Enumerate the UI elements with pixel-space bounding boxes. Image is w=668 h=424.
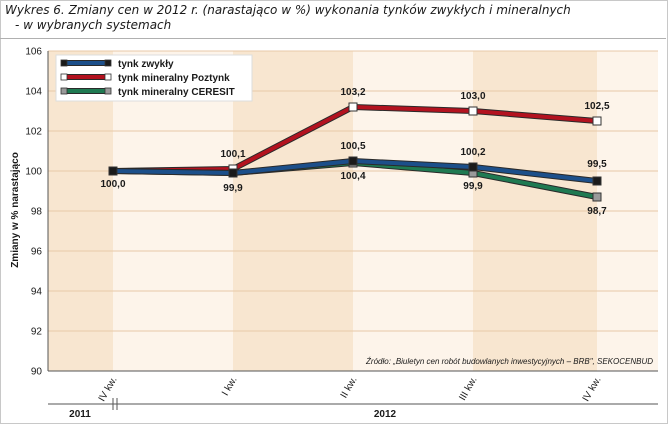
- data-labels: 100,0 100,1 99,9 103,2 100,5 100,4 103,0 100,2 9…: [100, 87, 609, 217]
- data-point: [592, 116, 602, 126]
- legend-marker: [104, 59, 112, 67]
- legend-marker: [60, 59, 68, 67]
- data-point: [592, 192, 602, 202]
- data-label: 102,5: [584, 101, 609, 112]
- chart-title-line-1: Wykres 6. Zmiany cen w 2012 r. (narastaj…: [5, 3, 571, 17]
- data-point: [348, 156, 358, 166]
- legend-label: tynk mineralny Poztynk: [118, 73, 230, 84]
- year-axis: 2011 2012: [48, 398, 658, 420]
- data-point: [592, 176, 602, 186]
- x-tick-label: I kw.: [220, 375, 240, 398]
- y-tick-label: 94: [31, 287, 43, 298]
- x-tick-label: II kw.: [339, 375, 360, 400]
- x-tick-label: IV kw.: [581, 375, 604, 404]
- x-tick-label: III kw.: [457, 375, 479, 403]
- year-label: 2012: [374, 409, 397, 420]
- axes: [47, 51, 658, 372]
- legend-marker: [60, 87, 68, 95]
- y-tick-label: 98: [31, 207, 43, 218]
- y-tick-label: 104: [25, 87, 42, 98]
- legend-label: tynk zwykły: [118, 59, 174, 70]
- x-axis-ticks: IV kw. I kw. II kw. III kw. IV kw.: [97, 375, 604, 404]
- data-point: [228, 168, 238, 178]
- x-tick-label: IV kw.: [97, 375, 120, 404]
- source-note: Źródło: „Biuletyn cen robót budowlanych …: [365, 357, 653, 366]
- y-axis-label: Zmiany w % narastająco: [10, 152, 21, 268]
- legend: tynk zwykły tynk mineralny Poztynk tynk mi…: [55, 54, 253, 102]
- y-tick-label: 90: [31, 367, 43, 378]
- legend-marker: [104, 73, 112, 81]
- data-point: [348, 102, 358, 112]
- data-point: [468, 106, 478, 116]
- data-label: 99,5: [587, 159, 607, 170]
- data-label: 100,2: [460, 147, 485, 158]
- series-lines: [108, 102, 602, 202]
- data-label: 99,9: [223, 183, 243, 194]
- data-label: 98,7: [587, 206, 607, 217]
- data-label: 100,5: [340, 141, 365, 152]
- chart-title-line-2: - w wybranych systemach: [15, 18, 172, 32]
- data-point: [108, 166, 118, 176]
- y-tick-label: 102: [25, 127, 42, 138]
- data-label: 99,9: [463, 181, 483, 192]
- data-point: [468, 162, 478, 172]
- data-label: 100,1: [220, 149, 245, 160]
- chart-title: Wykres 6. Zmiany cen w 2012 r. (narastaj…: [5, 3, 655, 33]
- y-axis-ticks: 90 92 94 96 98 100 102 104 106: [25, 47, 42, 378]
- data-label: 103,0: [460, 91, 485, 102]
- legend-marker: [104, 87, 112, 95]
- y-tick-label: 106: [25, 47, 42, 58]
- year-label: 2011: [69, 409, 91, 420]
- title-divider: [0, 38, 666, 39]
- legend-marker: [60, 73, 68, 81]
- y-tick-label: 92: [31, 327, 43, 338]
- legend-label: tynk mineralny CERESIT: [118, 87, 235, 98]
- y-tick-label: 96: [31, 247, 43, 258]
- y-tick-label: 100: [25, 167, 42, 178]
- data-label: 103,2: [340, 87, 365, 98]
- data-label: 100,0: [100, 179, 125, 190]
- data-label: 100,4: [340, 171, 365, 182]
